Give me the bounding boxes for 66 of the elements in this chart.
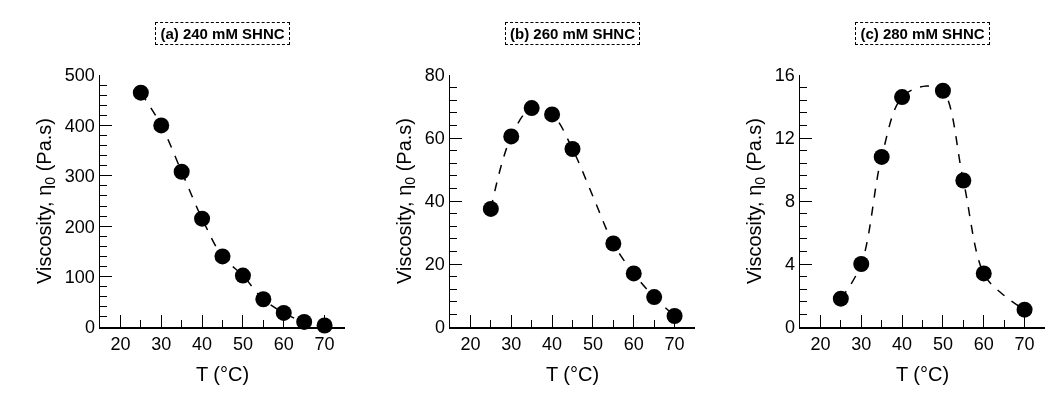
point: [625, 265, 642, 282]
point: [544, 106, 561, 123]
y-tick-label: 4: [784, 254, 795, 275]
point: [564, 141, 581, 158]
point: [646, 289, 663, 306]
point: [153, 117, 170, 134]
point: [605, 235, 622, 252]
point: [873, 148, 890, 165]
y-tick-label: 0: [784, 317, 795, 338]
point: [1016, 301, 1033, 318]
y-tick-label: 16: [774, 65, 795, 86]
x-tick-label: 70: [1014, 334, 1035, 355]
chart-title: (b) 260 mM SHNC: [504, 22, 641, 45]
point: [955, 172, 972, 189]
x-tick-label: 20: [810, 334, 831, 355]
x-tick-label: 30: [851, 334, 872, 355]
y-tick-label: 80: [424, 65, 445, 86]
point: [296, 313, 313, 330]
y-tick-label: 100: [64, 266, 95, 287]
y-tick-label: 0: [84, 317, 95, 338]
x-axis-title: T (°C): [545, 363, 600, 386]
point: [523, 100, 540, 117]
point: [234, 267, 251, 284]
x-tick-label: 70: [664, 334, 685, 355]
x-axis-title: T (°C): [895, 363, 950, 386]
y-tick-label: 40: [424, 191, 445, 212]
y-tick-label: 300: [64, 166, 95, 187]
x-tick-label: 50: [232, 334, 253, 355]
x-tick-label: 60: [623, 334, 644, 355]
x-tick-label: 60: [973, 334, 994, 355]
x-tick-label: 40: [892, 334, 913, 355]
chart-title: (a) 240 mM SHNC: [155, 22, 290, 45]
x-tick-label: 30: [501, 334, 522, 355]
x-tick-label: 30: [151, 334, 172, 355]
point: [214, 248, 231, 265]
x-tick-label: 40: [542, 334, 563, 355]
point: [934, 82, 951, 99]
x-tick-label: 20: [110, 334, 131, 355]
point: [255, 291, 272, 308]
point: [482, 200, 499, 217]
x-tick-label: 50: [582, 334, 603, 355]
x-tick-label: 20: [460, 334, 481, 355]
point: [275, 304, 292, 321]
y-tick-label: 8: [784, 191, 795, 212]
y-tick-label: 500: [64, 65, 95, 86]
y-tick-label: 60: [424, 128, 445, 149]
y-tick-label: 400: [64, 115, 95, 136]
x-tick-label: 40: [192, 334, 213, 355]
point: [832, 290, 849, 307]
point: [132, 84, 149, 101]
x-tick-label: 50: [932, 334, 953, 355]
point: [173, 163, 190, 180]
point: [503, 128, 520, 145]
point: [975, 265, 992, 282]
y-tick-label: 0: [434, 317, 445, 338]
x-axis-title: T (°C): [195, 363, 250, 386]
y-tick-label: 200: [64, 216, 95, 237]
point: [194, 210, 211, 227]
y-tick-label: 12: [774, 128, 795, 149]
point: [666, 307, 683, 324]
y-tick-label: 20: [424, 254, 445, 275]
chart-title: (c) 280 mM SHNC: [855, 22, 990, 45]
x-tick-label: 70: [314, 334, 335, 355]
point: [894, 89, 911, 106]
point: [853, 256, 870, 272]
x-tick-label: 60: [273, 334, 294, 355]
